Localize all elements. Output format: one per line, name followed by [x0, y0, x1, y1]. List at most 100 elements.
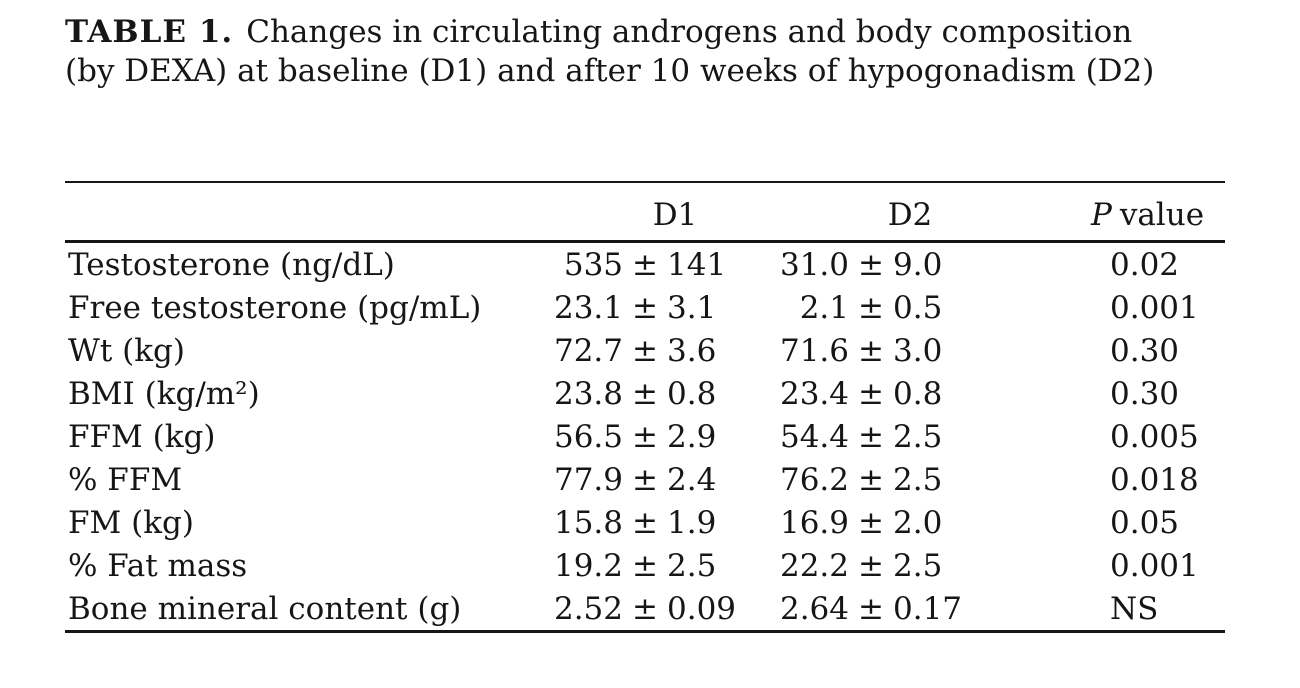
p-value: 0.001 — [1110, 289, 1199, 326]
d1-sd: 2.4 — [667, 461, 717, 498]
plus-minus-sign: ± — [858, 375, 884, 412]
plus-minus-sign: ± — [858, 590, 884, 627]
d2-mean: 22.2 — [779, 547, 850, 584]
table-caption-label: TABLE 1. — [65, 14, 234, 50]
plus-minus-sign: ± — [632, 418, 658, 455]
table-row: Bone mineral content (g) 2.52 ±0.09 2.64 ±… — [65, 587, 1225, 632]
d2-sd: 3.0 — [893, 332, 943, 369]
d2-sd: 2.5 — [893, 461, 943, 498]
plus-minus-sign: ± — [858, 289, 884, 326]
plus-minus-sign: ± — [632, 332, 658, 369]
d2-mean: 76.2 — [779, 461, 850, 498]
table-row: % FFM 77.9 ±2.4 76.2 ±2.5 0.018 — [65, 458, 1225, 501]
d1-sd: 3.6 — [667, 332, 717, 369]
d1-cell: 23.8 ±0.8 — [505, 372, 755, 415]
p-value-cell: 0.001 — [985, 286, 1225, 329]
row-label: % Fat mass — [68, 547, 248, 584]
header-d1: D1 — [652, 197, 698, 233]
d2-sd: 9.0 — [893, 246, 943, 283]
plus-minus-sign: ± — [632, 461, 658, 498]
d2-cell: 76.2 ±2.5 — [755, 458, 985, 501]
p-value-cell: 0.018 — [985, 458, 1225, 501]
d2-mean: 54.4 — [779, 418, 850, 455]
d1-cell: 2.52 ±0.09 — [505, 587, 755, 632]
row-label: FFM (kg) — [68, 418, 216, 455]
plus-minus-sign: ± — [858, 418, 884, 455]
plus-minus-sign: ± — [632, 547, 658, 584]
d1-sd: 3.1 — [667, 289, 717, 326]
p-value: 0.001 — [1110, 547, 1199, 584]
p-value: 0.30 — [1110, 375, 1180, 412]
d1-cell: 535 ±141 — [505, 242, 755, 287]
d2-sd: 2.5 — [893, 418, 943, 455]
d2-sd: 2.5 — [893, 547, 943, 584]
d1-cell: 15.8 ±1.9 — [505, 501, 755, 544]
d1-mean: 23.1 — [553, 289, 624, 326]
table-caption: TABLE 1. Changes in circulating androgens… — [65, 13, 1155, 91]
d2-sd: 0.5 — [893, 289, 943, 326]
d1-sd: 0.8 — [667, 375, 717, 412]
d2-sd: 2.0 — [893, 504, 943, 541]
d1-cell: 72.7 ±3.6 — [505, 329, 755, 372]
d1-cell: 77.9 ±2.4 — [505, 458, 755, 501]
table-row: Wt (kg) 72.7 ±3.6 71.6 ±3.0 0.30 — [65, 329, 1225, 372]
row-label: Wt (kg) — [68, 332, 185, 369]
d1-mean: 19.2 — [553, 547, 624, 584]
plus-minus-sign: ± — [632, 590, 658, 627]
p-value: 0.018 — [1110, 461, 1199, 498]
row-label: FM (kg) — [68, 504, 194, 541]
d2-mean: 23.4 — [779, 375, 850, 412]
d2-cell: 16.9 ±2.0 — [755, 501, 985, 544]
d2-sd: 0.17 — [893, 590, 963, 627]
table-row: BMI (kg/m²) 23.8 ±0.8 23.4 ±0.8 0.30 — [65, 372, 1225, 415]
header-p-italic: P — [1090, 197, 1112, 233]
p-value-cell: 0.001 — [985, 544, 1225, 587]
d2-cell: 31.0 ±9.0 — [755, 242, 985, 287]
table-row: FFM (kg) 56.5 ±2.9 54.4 ±2.5 0.005 — [65, 415, 1225, 458]
d1-sd: 0.09 — [667, 590, 737, 627]
p-value-cell: 0.02 — [985, 242, 1225, 287]
header-p-rest: value — [1119, 197, 1205, 233]
d1-mean: 535 — [563, 246, 624, 283]
p-value: 0.02 — [1110, 246, 1180, 283]
p-value-cell: 0.005 — [985, 415, 1225, 458]
table-body: Testosterone (ng/dL) 535 ±141 31.0 ±9.0 0.… — [65, 242, 1225, 632]
d2-cell: 22.2 ±2.5 — [755, 544, 985, 587]
d2-cell: 54.4 ±2.5 — [755, 415, 985, 458]
plus-minus-sign: ± — [632, 246, 658, 283]
d2-mean: 16.9 — [779, 504, 850, 541]
d2-sd: 0.8 — [893, 375, 943, 412]
p-value-cell: 0.05 — [985, 501, 1225, 544]
p-value: 0.005 — [1110, 418, 1199, 455]
plus-minus-sign: ± — [632, 289, 658, 326]
table-row: Free testosterone (pg/mL) 23.1 ±3.1 2.1 ±0… — [65, 286, 1225, 329]
p-value-cell: 0.30 — [985, 372, 1225, 415]
p-value: 0.05 — [1110, 504, 1180, 541]
d1-cell: 19.2 ±2.5 — [505, 544, 755, 587]
p-value-cell: 0.30 — [985, 329, 1225, 372]
d1-cell: 56.5 ±2.9 — [505, 415, 755, 458]
plus-minus-sign: ± — [858, 504, 884, 541]
row-label: Testosterone (ng/dL) — [68, 246, 395, 283]
plus-minus-sign: ± — [858, 332, 884, 369]
d1-sd: 141 — [667, 246, 727, 283]
plus-minus-sign: ± — [858, 246, 884, 283]
d1-sd: 2.5 — [667, 547, 717, 584]
table-caption-text: Changes in circulating androgens and bod… — [65, 14, 1155, 89]
d2-mean: 2.1 — [799, 289, 850, 326]
d1-mean: 23.8 — [553, 375, 624, 412]
plus-minus-sign: ± — [858, 461, 884, 498]
d2-cell: 2.1 ±0.5 — [755, 286, 985, 329]
header-spacer — [65, 182, 505, 242]
d1-mean: 2.52 — [553, 590, 624, 627]
d1-sd: 2.9 — [667, 418, 717, 455]
d1-mean: 77.9 — [553, 461, 624, 498]
d2-mean: 71.6 — [779, 332, 850, 369]
p-value-cell: NS — [985, 587, 1225, 632]
d2-mean: 31.0 — [779, 246, 850, 283]
plus-minus-sign: ± — [632, 504, 658, 541]
